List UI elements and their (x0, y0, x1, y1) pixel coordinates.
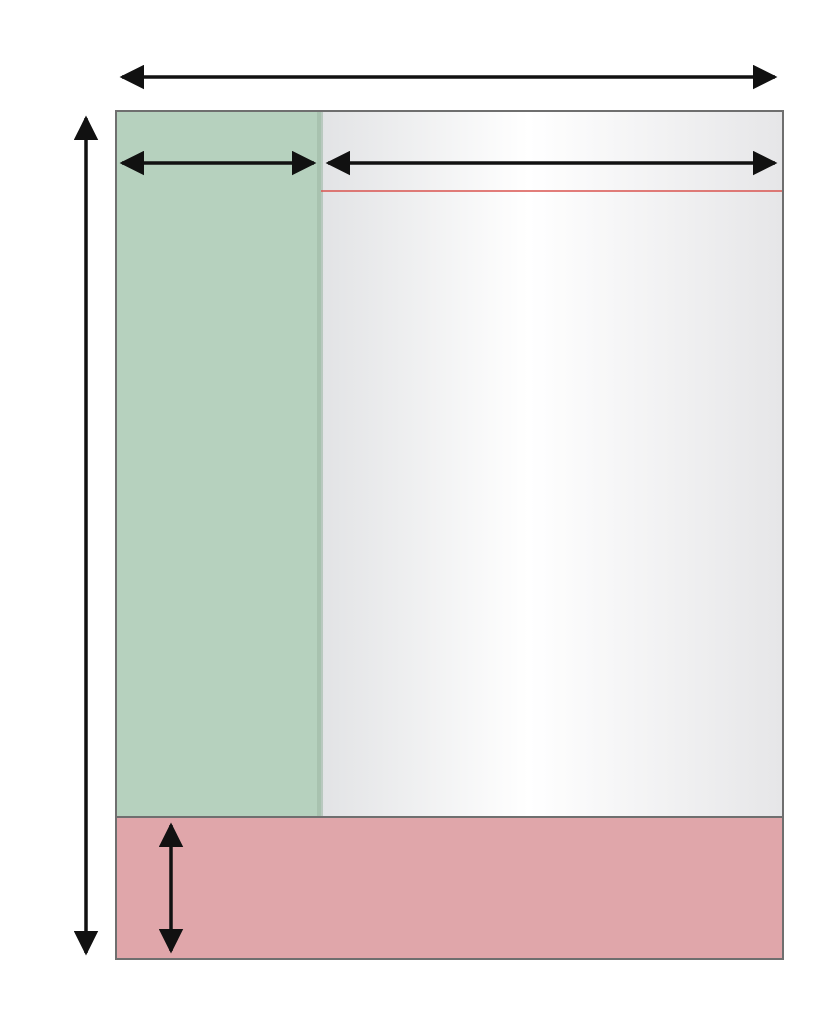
summaries-area (116, 817, 783, 959)
cue-column (116, 111, 321, 817)
note-taking-area (321, 111, 783, 817)
cue-column-shadow (317, 111, 323, 817)
page-border (115, 110, 784, 960)
